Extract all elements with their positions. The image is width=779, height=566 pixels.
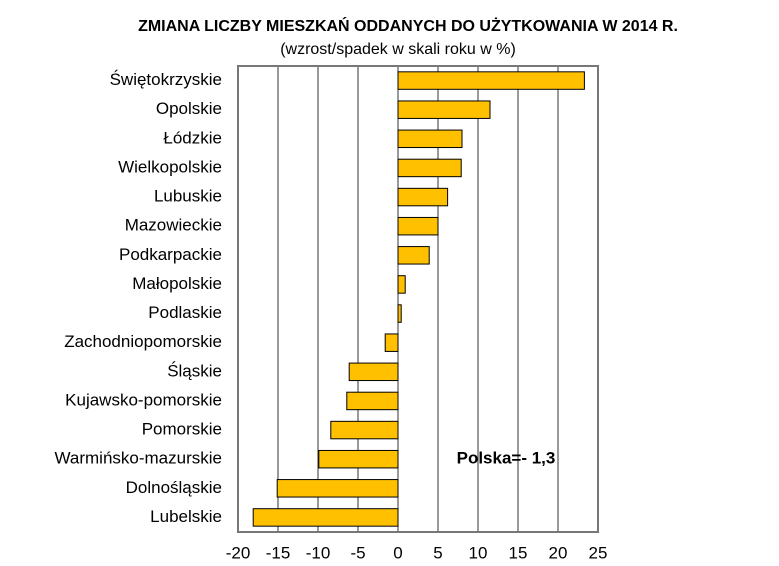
y-tick-label: Lubelskie [150, 507, 222, 526]
bar [252, 508, 399, 527]
x-tick-label: -15 [266, 543, 291, 562]
x-tick-label: 15 [509, 543, 528, 562]
y-tick-label: Łódzkie [163, 128, 222, 147]
x-tick-label: -5 [350, 543, 365, 562]
x-tick-label: 5 [433, 543, 442, 562]
bar [397, 187, 449, 207]
y-tick-label: Podlaskie [148, 303, 222, 322]
annotation: Polska=- 1,3 [457, 449, 556, 468]
bar [397, 246, 430, 265]
x-tick-label: 20 [549, 543, 568, 562]
x-tick-label: 25 [589, 543, 608, 562]
bar [330, 420, 399, 440]
chart-subtitle: (wzrost/spadek w skali roku w %) [280, 41, 516, 58]
y-tick-label: Podkarpackie [119, 245, 222, 264]
bar [397, 216, 439, 236]
bar [397, 129, 463, 149]
bar [276, 479, 399, 498]
y-tick-label: Zachodniopomorskie [64, 332, 222, 351]
x-tick-label: 10 [469, 543, 488, 562]
y-tick-label: Pomorskie [142, 420, 222, 439]
y-tick-label: Lubuskie [154, 187, 222, 206]
y-tick-label: Śląskie [167, 361, 222, 380]
bar [318, 449, 399, 469]
y-tick-label: Warmińsko-mazurskie [54, 449, 222, 468]
y-tick-label: Wielkopolskie [118, 157, 222, 176]
plot-border [237, 65, 599, 533]
bar [348, 362, 399, 382]
bar [397, 275, 406, 294]
y-tick-label: Kujawsko-pomorskie [65, 390, 222, 409]
chart-title: ZMIANA LICZBY MIESZKAŃ ODDANYCH DO UŻYTK… [138, 16, 678, 35]
y-tick-label: Opolskie [156, 99, 222, 118]
x-tick-label: -10 [306, 543, 331, 562]
x-tick-label: -20 [226, 543, 251, 562]
bar [384, 333, 399, 352]
bar [397, 100, 491, 119]
bar [397, 158, 462, 178]
bar [397, 304, 402, 323]
x-tick-label: 0 [393, 543, 402, 562]
bar [346, 391, 399, 411]
y-tick-label: Małopolskie [132, 274, 222, 293]
y-tick-label: Świętokrzyskie [110, 70, 222, 89]
y-tick-label: Mazowieckie [125, 216, 222, 235]
bar [397, 71, 585, 90]
y-tick-label: Dolnośląskie [126, 478, 222, 497]
